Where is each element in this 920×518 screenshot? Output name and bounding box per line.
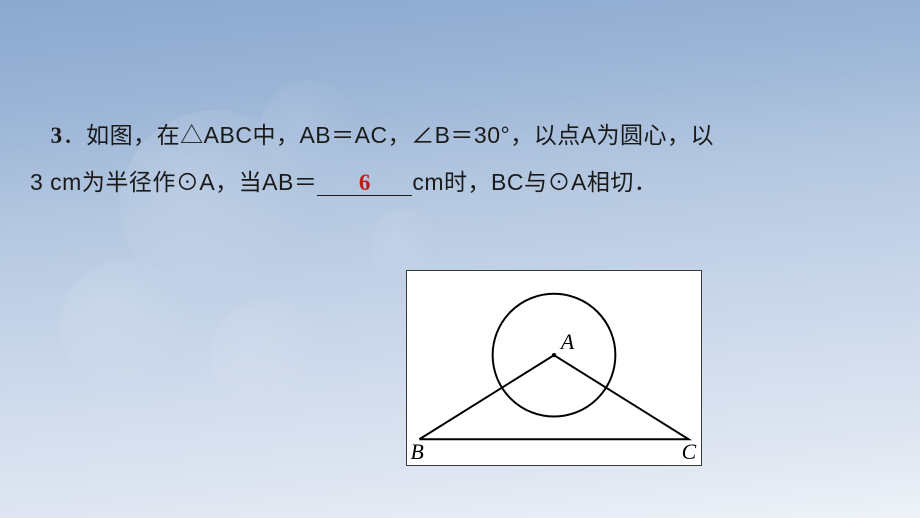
point-A-dot xyxy=(552,353,556,357)
bokeh-circle xyxy=(60,260,190,390)
slide: 3．如图，在△ABC中，AB＝AC，∠B＝30°，以点A为圆心，以 3 cm为半… xyxy=(0,0,920,518)
label-C: C xyxy=(682,440,697,464)
figure-svg: A B C xyxy=(407,271,701,465)
problem-line-2: 3 cm为半径作⊙A，当AB＝ 6 cm时，BC与⊙A相切． xyxy=(30,159,870,205)
problem-sep: ． xyxy=(63,122,87,148)
answer-value: 6 xyxy=(359,170,371,195)
problem-number: 3 xyxy=(51,123,63,148)
problem-text-2a: 3 cm为半径作⊙A，当AB＝ xyxy=(30,169,317,195)
label-B: B xyxy=(410,440,423,464)
geometry-figure: A B C xyxy=(406,270,702,466)
label-A: A xyxy=(559,330,575,354)
triangle-ABC xyxy=(419,355,688,439)
problem-line-1: 3．如图，在△ABC中，AB＝AC，∠B＝30°，以点A为圆心，以 xyxy=(30,112,870,159)
bokeh-circle xyxy=(210,300,320,410)
problem-text-2b: cm时，BC与⊙A相切． xyxy=(412,169,657,195)
problem-text: 3．如图，在△ABC中，AB＝AC，∠B＝30°，以点A为圆心，以 3 cm为半… xyxy=(30,112,870,205)
answer-blank: 6 xyxy=(317,171,412,196)
problem-text-1: 如图，在△ABC中，AB＝AC，∠B＝30°，以点A为圆心，以 xyxy=(86,122,714,148)
